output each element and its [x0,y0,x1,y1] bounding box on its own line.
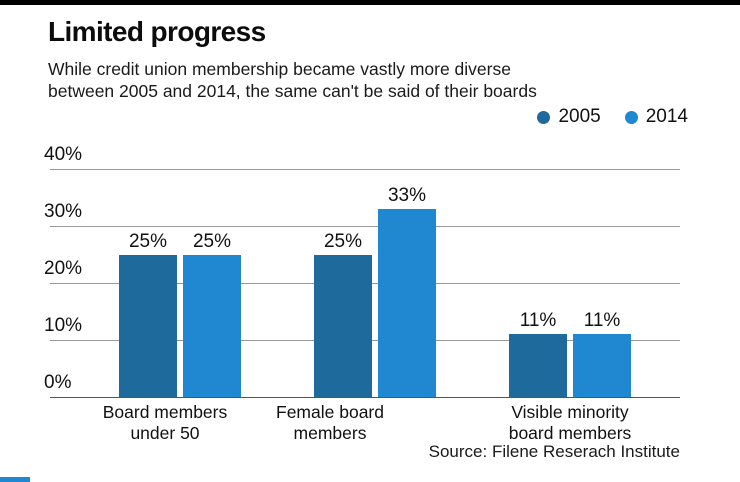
source-credit: Source: Filene Reserach Institute [428,442,680,461]
x-axis-label-line: Board members [102,402,228,422]
subtitle-line-2: between 2005 and 2014, the same can't be… [48,80,537,101]
legend-dot-2014-icon [624,110,638,124]
y-axis-label-30: 30% [44,201,83,223]
bar-2014-group1 [183,254,241,397]
value-label-2005-group2: 25% [323,230,363,252]
legend-label-2014: 2014 [645,106,688,127]
bar-2005-group3 [509,334,567,397]
gridline-40 [50,169,680,171]
value-label-2014-group1: 25% [192,230,232,252]
y-axis-label-40: 40% [44,144,83,166]
chart-subtitle: While credit union membership became vas… [48,59,537,102]
x-axis-label-line: Female board [276,402,384,422]
x-axis-label-group2: Female board members [276,402,384,444]
y-axis-label-10: 10% [44,314,83,336]
x-axis-label-line: under 50 [130,423,200,443]
value-label-2005-group1: 25% [128,230,168,252]
value-label-2014-group2: 33% [387,185,427,207]
value-label-2014-group3: 11% [583,310,621,332]
x-axis-label-group3: Visible minority board members [509,402,632,444]
x-axis-label-line: board members [508,423,632,443]
bar-2014-group3 [573,334,631,397]
y-axis-label-20: 20% [44,257,83,279]
gridline-30 [50,226,680,228]
value-label-2005-group3: 11% [519,310,557,332]
x-axis-label-group1: Board members under 50 [103,402,228,444]
y-axis-label-0: 0% [44,371,72,393]
chart-title: Limited progress [48,16,266,47]
subtitle-line-1: While credit union membership became vas… [48,59,511,79]
legend-item-2014: 2014 [624,106,688,128]
legend: 2005 2014 [537,106,688,128]
bar-2005-group1 [119,254,177,397]
legend-item-2005: 2005 [537,106,601,128]
bar-2014-group2 [378,209,436,397]
legend-label-2005: 2005 [558,106,601,127]
x-axis-label-line: members [293,423,367,443]
bottom-accent-bar [0,477,30,482]
bar-2005-group2 [314,254,372,397]
gridline-0 [50,396,680,398]
legend-dot-2005-icon [537,110,551,124]
x-axis-label-line: Visible minority [511,402,629,422]
top-rule [0,0,740,5]
